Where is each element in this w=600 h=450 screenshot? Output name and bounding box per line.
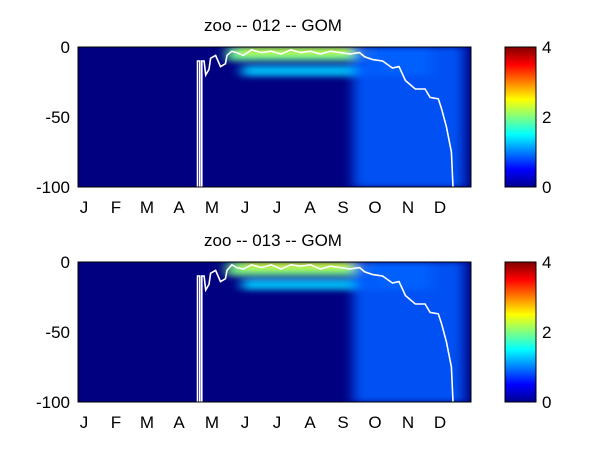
panel-2-colorbar-gradient (504, 261, 537, 403)
panel-1-colorbar-tick-label: 2 (542, 108, 551, 127)
panel-1-x-tick-label: M (140, 198, 154, 217)
panel-2: zoo -- 013 -- GOM 0 -50 -100 J F M A M J… (36, 231, 552, 432)
panel-2-x-tick-label: N (402, 413, 414, 432)
panel-2-x-ticks: J F M A M J J A S O N D (80, 413, 446, 432)
panel-1-x-tick-label: J (80, 198, 89, 217)
panel-1-x-tick-label: N (402, 198, 414, 217)
panel-1-x-tick-label: O (368, 198, 381, 217)
panel-2-plot (78, 262, 471, 402)
panel-1-colorbar-tick-label: 0 (542, 178, 551, 197)
panel-1-contour (196, 48, 454, 187)
panel-2-title: zoo -- 013 -- GOM (204, 231, 342, 250)
panel-1-x-tick-label: J (241, 198, 250, 217)
panel-2-y-tick-label: -100 (36, 393, 70, 412)
panel-2-x-tick-label: J (241, 413, 250, 432)
panel-2-x-tick-label: A (173, 413, 185, 432)
panel-2-y-tick-label: 0 (61, 253, 70, 272)
panel-1-colorbar-tick-label: 4 (542, 38, 551, 57)
panel-1-x-tick-label: J (273, 198, 282, 217)
panel-2-x-tick-label: A (304, 413, 316, 432)
heatmap-patch (353, 47, 465, 187)
panel-2-colorbar-tick-label: 0 (542, 393, 551, 412)
panel-2-colorbar: 4 2 0 (504, 253, 551, 412)
panel-1-x-tick-label: F (111, 198, 121, 217)
panel-1-plot (78, 47, 471, 187)
panel-2-contour (196, 263, 454, 402)
heatmap-patch (353, 262, 465, 402)
panel-2-y-ticks: 0 -50 -100 (36, 253, 70, 412)
panel-1: zoo -- 012 -- GOM 0 -50 -100 J F M A M J… (36, 16, 552, 217)
panel-1-y-tick-label: -50 (45, 108, 70, 127)
panel-1-colorbar: 4 2 0 (504, 38, 551, 197)
panel-1-colorbar-gradient (504, 46, 537, 188)
heatmap-patch (241, 65, 370, 77)
panel-1-x-tick-label: A (304, 198, 316, 217)
panel-2-x-tick-label: J (273, 413, 282, 432)
panel-2-frame (77, 261, 472, 403)
panel-1-x-tick-label: S (337, 198, 348, 217)
panel-1-y-ticks: 0 -50 -100 (36, 38, 70, 197)
panel-1-title: zoo -- 012 -- GOM (204, 16, 342, 35)
panel-1-y-tick-label: -100 (36, 178, 70, 197)
panel-2-colorbar-tick-label: 2 (542, 323, 551, 342)
panel-1-x-ticks: J F M A M J J A S O N D (80, 198, 446, 217)
panel-2-patches (227, 262, 465, 402)
panel-1-frame (77, 46, 472, 188)
panel-1-y-tick-label: 0 (61, 38, 70, 57)
panel-2-x-tick-label: O (368, 413, 381, 432)
panel-2-x-tick-label: M (140, 413, 154, 432)
panel-1-x-tick-label: M (205, 198, 219, 217)
heatmap-patch (241, 278, 370, 290)
panel-2-x-tick-label: M (205, 413, 219, 432)
panel-2-colorbar-tick-label: 4 (542, 253, 551, 272)
panel-2-x-tick-label: S (337, 413, 348, 432)
panel-1-x-tick-label: D (434, 198, 446, 217)
panel-2-x-tick-label: F (111, 413, 121, 432)
panel-2-y-tick-label: -50 (45, 323, 70, 342)
panel-2-x-tick-label: J (80, 413, 89, 432)
panel-1-x-tick-label: A (173, 198, 185, 217)
panel-2-x-tick-label: D (434, 413, 446, 432)
panel-1-patches (227, 47, 465, 187)
